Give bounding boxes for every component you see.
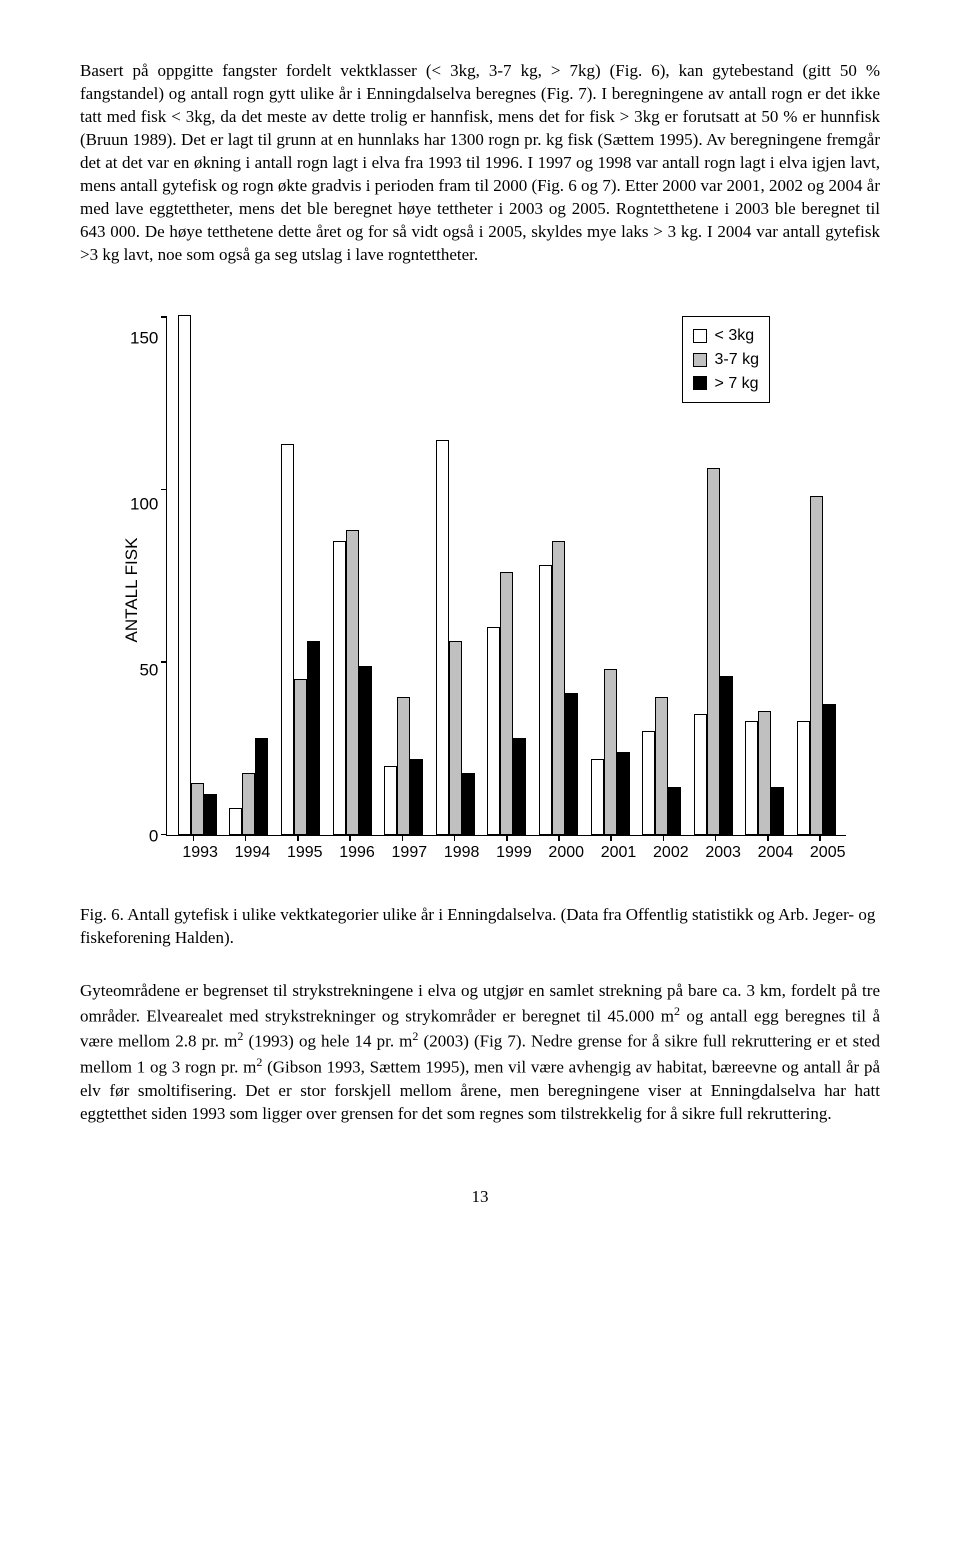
bar bbox=[359, 666, 372, 836]
superscript: 2 bbox=[412, 1029, 418, 1043]
bar-group bbox=[281, 444, 320, 836]
bar bbox=[745, 721, 758, 835]
bar bbox=[771, 787, 784, 836]
bar bbox=[642, 731, 655, 835]
superscript: 2 bbox=[237, 1029, 243, 1043]
y-tick-label: 0 bbox=[149, 825, 158, 848]
bar bbox=[720, 676, 733, 835]
bar-group bbox=[642, 697, 681, 836]
superscript: 2 bbox=[674, 1004, 680, 1018]
bar-group bbox=[797, 496, 836, 836]
bar bbox=[191, 783, 204, 835]
x-tick-label: 2004 bbox=[755, 842, 795, 864]
plot-area bbox=[166, 316, 846, 836]
bar bbox=[823, 704, 836, 836]
bar bbox=[810, 496, 823, 836]
x-tick-label: 1998 bbox=[442, 842, 482, 864]
bar-chart: ANTALL FISK < 3kg3-7 kg> 7 kg 150100500 … bbox=[130, 316, 880, 864]
bar bbox=[384, 766, 397, 835]
x-tick-label: 2002 bbox=[651, 842, 691, 864]
bar bbox=[294, 679, 307, 835]
bar bbox=[487, 627, 500, 835]
y-axis-label: ANTALL FISK bbox=[121, 538, 144, 643]
bar bbox=[500, 572, 513, 835]
bar bbox=[604, 669, 617, 835]
bar bbox=[552, 541, 565, 836]
bar bbox=[694, 714, 707, 835]
superscript: 2 bbox=[256, 1055, 262, 1069]
bar bbox=[436, 440, 449, 835]
x-tick-label: 1997 bbox=[389, 842, 429, 864]
bar-group bbox=[487, 572, 526, 835]
bar bbox=[462, 773, 475, 835]
x-tick-label: 2001 bbox=[599, 842, 639, 864]
bar bbox=[333, 541, 346, 836]
bar-group bbox=[539, 541, 578, 836]
chart-container: ANTALL FISK < 3kg3-7 kg> 7 kg 150100500 … bbox=[130, 316, 880, 864]
bar-group bbox=[178, 315, 217, 835]
bar bbox=[513, 738, 526, 835]
bar bbox=[255, 738, 268, 835]
y-tick-label: 50 bbox=[139, 659, 158, 682]
y-tick-label: 100 bbox=[130, 494, 158, 517]
x-tick-label: 1995 bbox=[285, 842, 325, 864]
bar bbox=[758, 711, 771, 836]
bar-group bbox=[591, 669, 630, 835]
bar-group bbox=[745, 711, 784, 836]
bar-group bbox=[436, 440, 475, 835]
bar bbox=[591, 759, 604, 835]
bar bbox=[204, 794, 217, 836]
x-tick-label: 1999 bbox=[494, 842, 534, 864]
x-tick-label: 2000 bbox=[546, 842, 586, 864]
x-tick-label: 1996 bbox=[337, 842, 377, 864]
bar bbox=[707, 468, 720, 835]
bar bbox=[539, 565, 552, 835]
bar bbox=[655, 697, 668, 836]
y-tick-label: 150 bbox=[130, 328, 158, 351]
x-tick-label: 2003 bbox=[703, 842, 743, 864]
bar bbox=[565, 693, 578, 835]
bar bbox=[229, 808, 242, 836]
bar-group bbox=[694, 468, 733, 835]
bar bbox=[242, 773, 255, 835]
bar bbox=[449, 641, 462, 835]
bar bbox=[797, 721, 810, 835]
paragraph-1: Basert på oppgitte fangster fordelt vekt… bbox=[80, 60, 880, 266]
bar bbox=[178, 315, 191, 835]
bar-group bbox=[333, 530, 372, 835]
bar bbox=[307, 641, 320, 835]
page-number: 13 bbox=[80, 1186, 880, 1209]
x-tick-label: 1994 bbox=[232, 842, 272, 864]
x-tick-label: 2005 bbox=[808, 842, 848, 864]
bar bbox=[281, 444, 294, 836]
bar bbox=[617, 752, 630, 835]
x-tick-label: 1993 bbox=[180, 842, 220, 864]
bar-group bbox=[384, 697, 423, 836]
figure-caption: Fig. 6. Antall gytefisk i ulike vektkate… bbox=[80, 904, 880, 950]
bar bbox=[410, 759, 423, 835]
bar-group bbox=[229, 738, 268, 835]
bar bbox=[397, 697, 410, 836]
bar bbox=[346, 530, 359, 835]
paragraph-2: Gyteområdene er begrenset til strykstrek… bbox=[80, 980, 880, 1126]
bar bbox=[668, 787, 681, 836]
